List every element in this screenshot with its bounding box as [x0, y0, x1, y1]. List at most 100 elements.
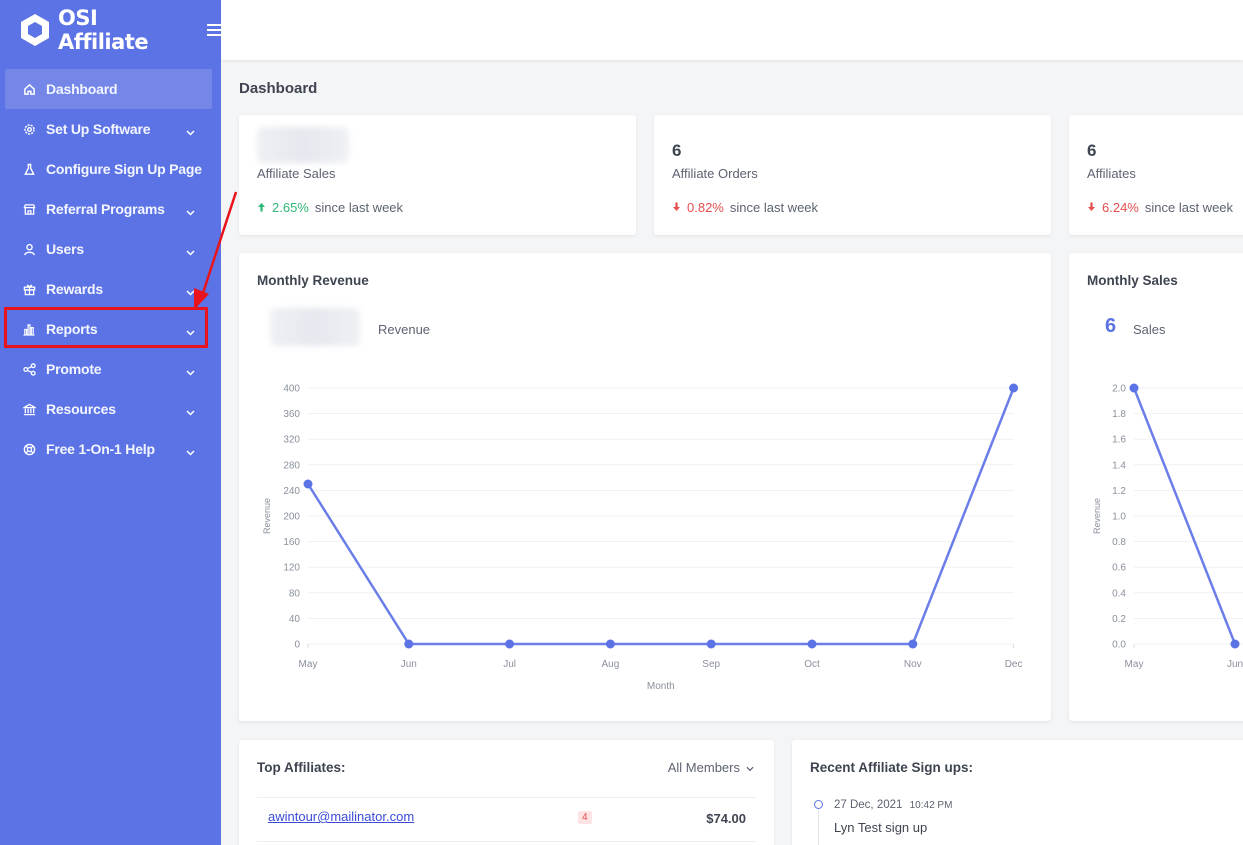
stat-value: 6	[672, 141, 682, 160]
sidebar-item-set-up-software[interactable]: Set Up Software	[5, 109, 212, 149]
share-icon	[21, 361, 37, 377]
y-tick-label: 40	[289, 614, 301, 625]
y-tick-label: 1.8	[1112, 409, 1126, 420]
stat-label: Affiliate Orders	[672, 166, 758, 181]
sidebar-item-configure-sign-up-page[interactable]: Configure Sign Up Page	[5, 149, 212, 189]
data-point	[807, 639, 817, 649]
stat-delta: 0.82% since last week	[672, 200, 818, 215]
card-title: Top Affiliates:	[257, 760, 346, 775]
brand[interactable]: OSI Affiliate	[0, 0, 221, 60]
chevron-down-icon	[186, 243, 195, 259]
x-tick-label: May	[299, 659, 318, 670]
store-icon	[21, 201, 37, 217]
page-title: Dashboard	[239, 80, 318, 97]
card-title: Recent Affiliate Sign ups:	[810, 760, 974, 775]
y-tick-label: 1.6	[1112, 435, 1126, 446]
y-tick-label: 0	[294, 640, 300, 651]
sales-total: 6	[1105, 315, 1117, 337]
stat-card-affiliate-sales: Affiliate Sales 2.65% since last week	[239, 115, 636, 235]
y-tick-label: 1.2	[1112, 486, 1126, 497]
y-tick-label: 0.4	[1112, 588, 1126, 599]
chevron-down-icon	[186, 323, 195, 339]
y-tick-label: 160	[283, 537, 300, 548]
stat-delta: 2.65% since last week	[257, 200, 403, 215]
delta-value: 0.82%	[687, 200, 724, 215]
data-point	[1230, 639, 1240, 649]
annotation-arrow-icon	[194, 191, 238, 310]
blurred-value	[257, 127, 349, 163]
sidebar-item-label: Rewards	[46, 281, 103, 297]
signup-time: 10:42 PM	[909, 800, 953, 811]
chevron-down-icon	[746, 760, 754, 775]
divider	[257, 841, 756, 842]
arrow-up-icon	[257, 200, 266, 215]
x-tick-label: Oct	[804, 659, 820, 670]
sidebar-item-label: Referral Programs	[46, 201, 165, 217]
sidebar-item-free-help[interactable]: Free 1-On-1 Help	[5, 429, 212, 469]
gift-icon	[21, 281, 37, 297]
sidebar: OSI Affiliate Dashboard Set Up Software …	[0, 0, 221, 845]
sidebar-item-users[interactable]: Users	[5, 229, 212, 269]
data-point	[404, 639, 414, 649]
sidebar-item-dashboard[interactable]: Dashboard	[5, 69, 212, 109]
data-point	[1009, 383, 1019, 393]
recent-signups-card: Recent Affiliate Sign ups: 27 Dec, 2021 …	[792, 740, 1243, 845]
x-tick-label: May	[1125, 659, 1144, 670]
sidebar-item-reports[interactable]: Reports	[5, 309, 212, 349]
y-tick-label: 1.0	[1112, 512, 1126, 523]
top-affiliates-card: Top Affiliates: All Members awintour@mai…	[239, 740, 774, 845]
timeline-dot-icon	[814, 800, 823, 809]
sidebar-item-label: Dashboard	[46, 81, 118, 97]
members-filter-dropdown[interactable]: All Members	[668, 760, 754, 775]
card-title: Monthly Sales	[1087, 273, 1178, 288]
x-tick-label: Dec	[1005, 659, 1023, 670]
x-tick-label: Jul	[503, 659, 516, 670]
affiliate-email-link[interactable]: awintour@mailinator.com	[268, 809, 415, 824]
x-tick-label: Jun	[1227, 659, 1243, 670]
arrow-down-icon	[1087, 200, 1096, 215]
timeline-line	[818, 810, 819, 845]
stat-card-affiliate-orders: 6 Affiliate Orders 0.82% since last week	[654, 115, 1051, 235]
sidebar-item-resources[interactable]: Resources	[5, 389, 212, 429]
sidebar-item-promote[interactable]: Promote	[5, 349, 212, 389]
chevron-down-icon	[186, 203, 195, 219]
chevron-down-icon	[186, 283, 195, 299]
sidebar-item-rewards[interactable]: Rewards	[5, 269, 212, 309]
y-tick-label: 120	[283, 563, 300, 574]
sidebar-item-referral-programs[interactable]: Referral Programs	[5, 189, 212, 229]
legend-label: Sales	[1133, 322, 1166, 337]
home-icon	[21, 81, 37, 97]
y-tick-label: 280	[283, 460, 300, 471]
table-row: awintour@mailinator.com 4 $74.00	[257, 797, 756, 841]
sales-line-chart: 0.0 0.2 0.4 0.6 0.8 1.0 1.2 1.4 1.6 1.8 2.0 Revenue…	[1092, 383, 1243, 670]
stat-delta: 6.24% since last week	[1087, 200, 1233, 215]
y-tick-label: 0.8	[1112, 537, 1126, 548]
legend-label: Revenue	[378, 322, 431, 337]
sidebar-item-label: Set Up Software	[46, 121, 151, 137]
reports-highlight-box	[4, 307, 208, 348]
filter-label: All Members	[667, 760, 740, 775]
y-axis-label: Revenue	[1092, 498, 1102, 534]
x-tick-label: Sep	[702, 659, 720, 670]
y-tick-label: 320	[283, 435, 300, 446]
card-title: Monthly Revenue	[257, 273, 369, 288]
affiliate-amount: $74.00	[706, 811, 746, 826]
menu-toggle-icon[interactable]	[207, 21, 221, 39]
data-point	[303, 479, 313, 489]
y-tick-label: 0.2	[1112, 614, 1126, 625]
arrow-down-icon	[672, 200, 681, 215]
chevron-down-icon	[186, 403, 195, 419]
monthly-sales-card: Monthly Sales 6 Sales 0.0 0.2 0.4 0.6 0.8 1.0…	[1069, 253, 1243, 721]
data-point	[908, 639, 918, 649]
sidebar-item-label: Free 1-On-1 Help	[46, 441, 155, 457]
chevron-down-icon	[186, 363, 195, 379]
x-axis-label: Month	[647, 681, 675, 692]
delta-value: 2.65%	[272, 200, 309, 215]
y-tick-label: 240	[283, 486, 300, 497]
y-tick-label: 2.0	[1112, 384, 1126, 395]
y-tick-label: 80	[289, 588, 301, 599]
stat-label: Affiliates	[1087, 166, 1136, 181]
stat-label: Affiliate Sales	[257, 166, 336, 181]
gear-icon	[21, 121, 37, 137]
hexagon-logo-icon	[18, 13, 52, 47]
